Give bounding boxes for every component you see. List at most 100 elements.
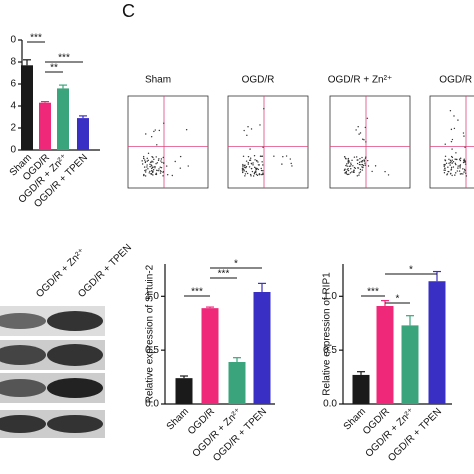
flow-dot (146, 166, 148, 168)
flow-dot (456, 158, 458, 161)
flow-dot (453, 127, 456, 130)
flow-dot (289, 158, 292, 160)
flow-dot (256, 174, 259, 177)
significance-label: *** (218, 269, 230, 280)
flow-dot (143, 173, 145, 176)
flow-dot (367, 159, 369, 162)
flow-dot (242, 155, 245, 158)
flow-dot (371, 170, 373, 173)
bar (228, 362, 246, 404)
flow-dot (363, 139, 365, 141)
flow-dot (260, 169, 263, 172)
flow-dot (242, 163, 244, 166)
flow-dot (244, 173, 247, 175)
flow-dot (359, 132, 362, 134)
flow-dot (149, 170, 151, 173)
flow-dot (151, 155, 153, 158)
y-tick-label: 1.0 (145, 291, 159, 302)
flow-dot (364, 164, 366, 166)
flow-dot (443, 169, 445, 171)
flow-dot (156, 144, 158, 146)
flow-dot (243, 170, 245, 172)
significance-label: * (396, 294, 400, 305)
flow-dot (464, 163, 467, 165)
flow-dot (463, 159, 466, 162)
flow-dot (360, 161, 362, 163)
flow-dot (358, 174, 360, 176)
significance-label: *** (58, 53, 70, 64)
flow-title: OGD/R + Zn²⁺ (328, 75, 392, 86)
y-axis-title: Relative expression of RIP1 (322, 272, 333, 396)
flow-dot (253, 166, 256, 169)
flow-dot (144, 169, 146, 172)
flow-dot (150, 164, 152, 166)
flow-dot (257, 161, 259, 163)
flow-dot (149, 161, 152, 163)
flow-dot (459, 164, 462, 166)
flow-dot (152, 161, 154, 163)
flow-dot (464, 169, 466, 172)
y-tick-label: 0.0 (145, 399, 159, 410)
flow-dot (242, 165, 244, 167)
flow-dot (448, 162, 450, 164)
flow-dot (163, 122, 165, 124)
blot-band (0, 345, 46, 365)
flow-dot (244, 175, 246, 177)
flow-dot (255, 167, 257, 169)
flow-dot (249, 157, 252, 159)
blot-band (47, 344, 103, 366)
blot-band (0, 379, 46, 397)
flow-dot (162, 175, 164, 177)
flow-dot (359, 171, 362, 173)
flow-dot (450, 168, 453, 170)
significance-label: *** (191, 287, 203, 298)
flow-dot (444, 164, 446, 166)
flow-dot (451, 162, 453, 164)
flow-dot (350, 163, 352, 166)
flow-dot (346, 173, 349, 176)
flow-dot (459, 157, 462, 159)
flow-dot (464, 146, 466, 148)
flow-dot (245, 166, 248, 168)
flow-dot (154, 165, 156, 168)
y-tick-label: 6 (10, 79, 16, 90)
flow-dot (256, 167, 258, 170)
flow-dot (344, 168, 346, 170)
flow-dot (171, 174, 173, 177)
flow-dot (147, 159, 149, 162)
y-tick-label: 8 (10, 57, 16, 68)
flow-dot (165, 165, 168, 167)
flow-dot (458, 170, 461, 172)
flow-dot (465, 175, 468, 177)
flow-dot (362, 138, 364, 140)
flow-dot (261, 161, 263, 163)
flow-dot (154, 167, 156, 169)
blot-label: OGD/R + TPEN (76, 242, 134, 300)
flow-dot (455, 152, 457, 154)
flow-dot (160, 166, 163, 169)
flow-dot (262, 170, 264, 172)
flow-dot (444, 143, 446, 145)
bar (21, 65, 33, 150)
flow-dot (260, 167, 262, 170)
flow-dot (282, 156, 284, 158)
flow-dot (387, 174, 390, 176)
flow-dot (348, 173, 350, 176)
flow-dot (450, 172, 452, 175)
flow-dot (149, 165, 151, 168)
flow-dot (262, 172, 264, 174)
flow-dot (250, 167, 253, 170)
flow-dot (463, 168, 466, 171)
flow-dot (458, 158, 461, 160)
flow-dot (262, 164, 264, 166)
flow-dot (252, 175, 255, 177)
bar (428, 281, 446, 404)
flow-dot (258, 173, 261, 175)
flow-dot (285, 155, 288, 157)
flow-dot (357, 159, 359, 161)
flow-dot (254, 159, 256, 161)
flow-dot (144, 175, 147, 177)
flow-dot (157, 159, 160, 162)
flow-dot (348, 161, 350, 163)
flow-dot (454, 174, 456, 176)
